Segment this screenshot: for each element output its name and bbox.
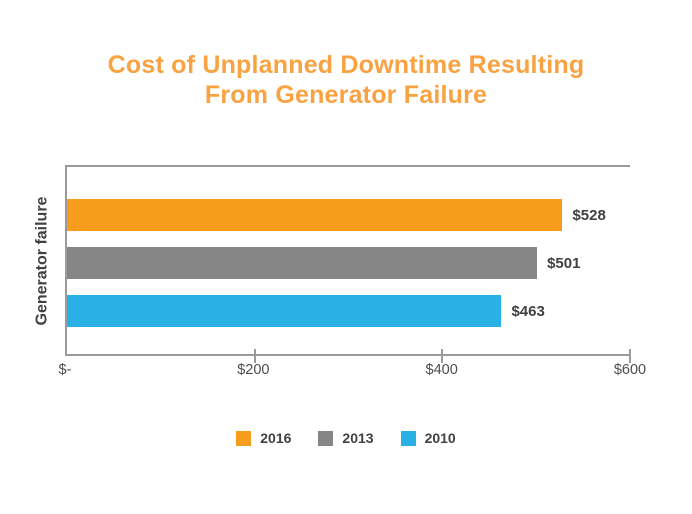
chart-title-line1: Cost of Unplanned Downtime Resulting (107, 51, 585, 79)
bar-row-2010: $463 (67, 295, 630, 327)
legend-swatch-2016 (236, 430, 252, 446)
bar-2013 (67, 247, 538, 279)
legend-item-2010: 2010 (400, 430, 456, 446)
bar-value-label-2016: $528 (572, 206, 606, 224)
bar-row-2013: $501 (67, 247, 630, 279)
legend-item-2016: 2016 (236, 430, 291, 446)
x-axis-tick-200 (253, 349, 256, 363)
x-axis-tick-label-400: $400 (425, 362, 458, 378)
x-axis-tick-400 (441, 349, 444, 363)
x-axis-tick-label-600: $600 (613, 362, 647, 378)
bar-2016 (67, 199, 563, 231)
legend-label-2010: 2010 (424, 430, 456, 446)
legend-swatch-2010 (400, 430, 416, 446)
bar-2010 (67, 295, 502, 327)
chart-title-line2: From Generator Failure (204, 81, 488, 109)
x-axis-tick-600 (629, 349, 631, 363)
chart-title: Cost of Unplanned Downtime Resulting Fro… (0, 50, 692, 110)
legend-swatch-2013 (318, 430, 334, 446)
legend: 2016 2013 2010 (0, 430, 692, 446)
y-axis-label-box: Generator failure (28, 165, 56, 356)
plot-area: $528 $501 $463 (65, 165, 631, 363)
x-axis-tick-labels: $- $200 $400 $600 (59, 362, 647, 382)
legend-label-2016: 2016 (260, 430, 292, 446)
bar-value-label-2010: $463 (511, 302, 545, 320)
x-axis-tick-label-200: $200 (237, 362, 270, 378)
legend-item-2013: 2013 (318, 430, 374, 446)
bar-row-2016: $528 (67, 199, 630, 231)
legend-label-2013: 2013 (342, 430, 374, 446)
x-axis-tick-label-0: $- (58, 362, 72, 378)
bar-value-label-2013: $501 (547, 254, 581, 272)
y-axis-label: Generator failure (33, 196, 50, 325)
